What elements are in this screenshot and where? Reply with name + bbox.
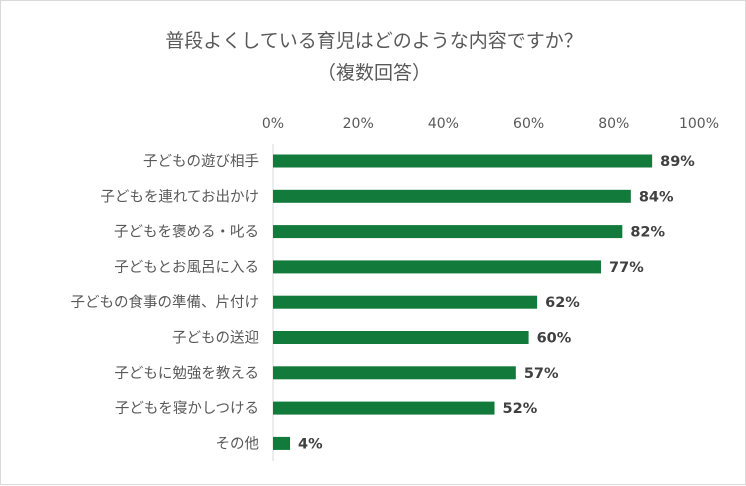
data-label: 60% [537,331,572,347]
bar [273,436,291,450]
bar [273,189,631,203]
category-label: 子どもを寝かしつける [115,399,259,417]
bar [273,366,516,380]
category-label: 子どもを連れてお出かけ [100,188,259,205]
bar [273,295,538,309]
category-label: 子どもの遊び相手 [143,153,259,170]
chart-subtitle: （複数回答） [317,62,431,84]
bar [273,260,602,274]
category-label: 子どもの送迎 [172,330,259,347]
category-label: 子どもを褒める・叱る [114,224,259,241]
data-label: 82% [630,225,665,241]
chart-title: 普段よくしている育児はどのような内容ですか？ [165,30,582,52]
category-label: 子どもの食事の準備、片付け [71,294,260,311]
data-label: 4% [298,436,323,452]
bar [273,401,495,415]
bar [273,225,623,239]
tick-label: 40% [428,116,459,132]
tick-label: 80% [598,116,629,132]
bar [273,154,653,168]
data-label: 57% [524,366,559,382]
data-label: 52% [503,401,538,417]
data-label: 84% [639,189,674,205]
tick-label: 20% [343,116,374,132]
category-label: 子どもとお風呂に入る [114,259,259,276]
tick-label: 0% [262,116,284,132]
category-label: その他 [216,435,260,452]
tick-label: 100% [679,116,719,132]
category-label: 子どもに勉強を教える [114,365,259,382]
data-label: 62% [545,295,580,311]
data-label: 89% [660,154,695,170]
bar [273,331,529,344]
data-label: 77% [609,260,644,276]
tick-label: 60% [513,116,544,132]
